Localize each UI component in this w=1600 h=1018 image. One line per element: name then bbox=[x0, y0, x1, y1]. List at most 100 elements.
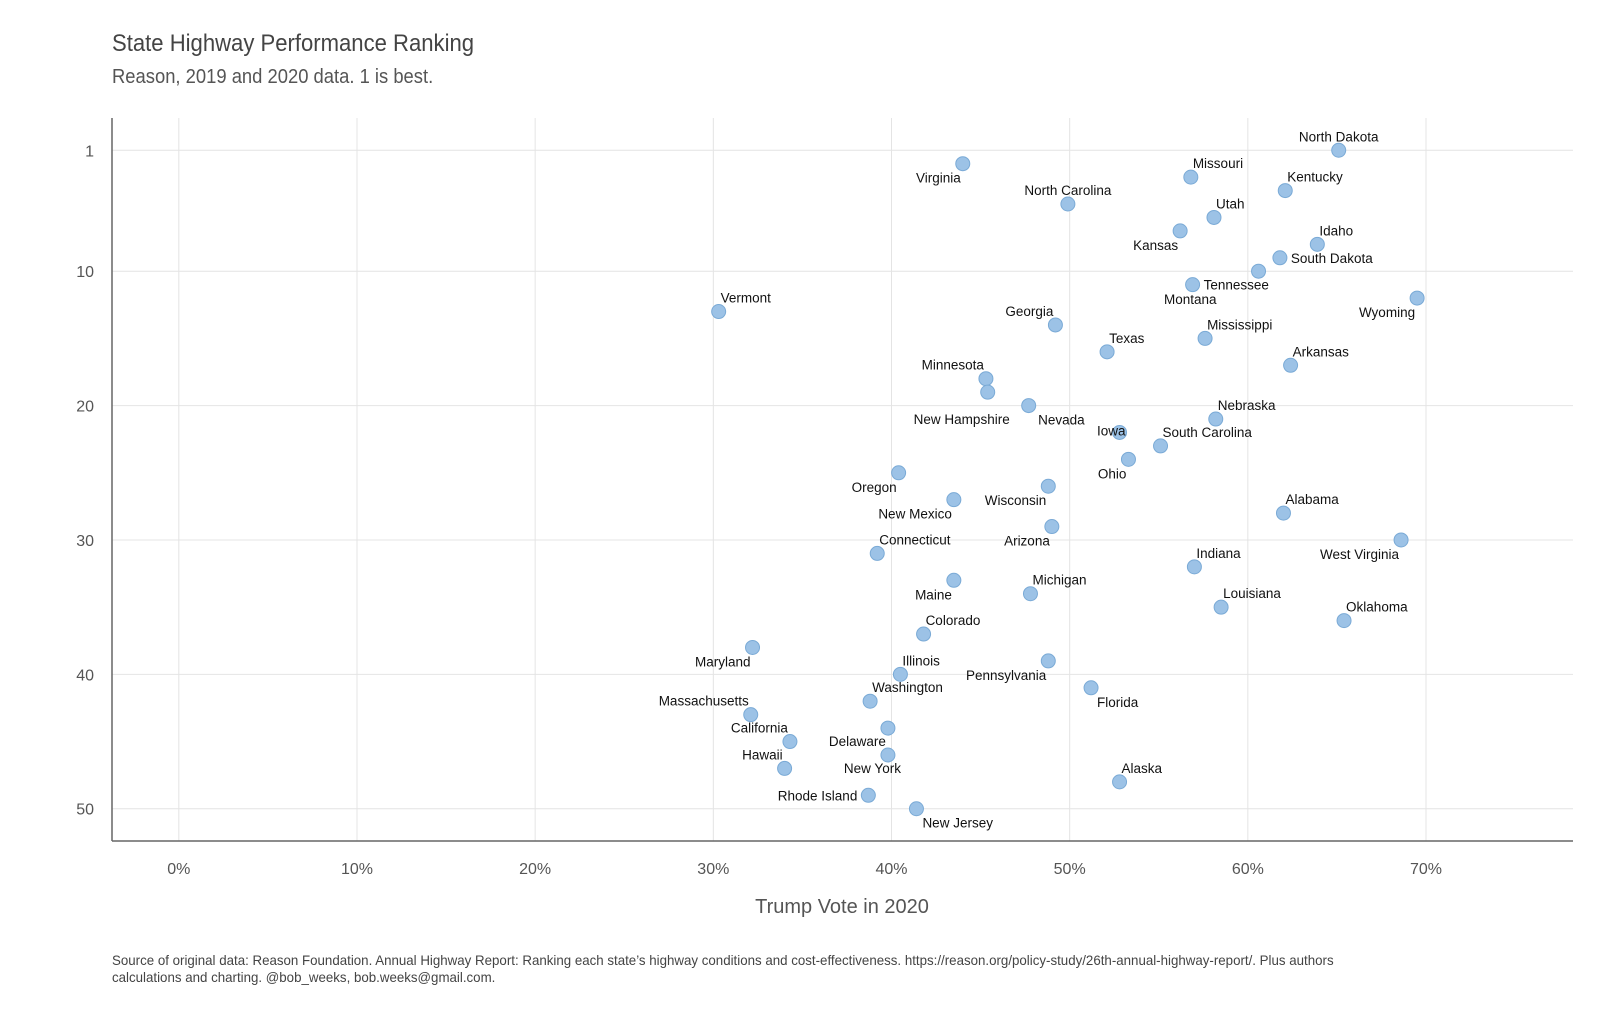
x-tick-label: 60% bbox=[1232, 861, 1264, 878]
x-tick-label: 70% bbox=[1410, 861, 1442, 878]
data-point bbox=[892, 666, 908, 682]
data-point bbox=[1251, 263, 1267, 279]
point-label: Minnesota bbox=[922, 358, 985, 373]
point-label: Illinois bbox=[902, 653, 940, 668]
point-label: New Hampshire bbox=[914, 412, 1010, 427]
point-label: North Carolina bbox=[1024, 183, 1112, 198]
data-point bbox=[1040, 478, 1056, 494]
x-tick-labels: 0% 10% 20% 30% 40% 50% 60% 70% bbox=[167, 861, 1442, 878]
y-tick-label: 50 bbox=[76, 802, 94, 819]
point-label: Oklahoma bbox=[1346, 600, 1408, 615]
point-label: Arizona bbox=[1004, 534, 1050, 549]
point-label: Idaho bbox=[1319, 223, 1353, 238]
point-label: Utah bbox=[1216, 196, 1245, 211]
point-label: Maryland bbox=[695, 654, 751, 669]
data-point bbox=[955, 156, 971, 172]
point-label: Louisiana bbox=[1223, 586, 1281, 601]
point-label: Wyoming bbox=[1359, 305, 1415, 320]
point-label: South Carolina bbox=[1163, 425, 1253, 440]
point-label: Montana bbox=[1164, 292, 1217, 307]
data-point bbox=[880, 747, 896, 763]
point-label: South Dakota bbox=[1291, 251, 1373, 266]
x-tick-label: 20% bbox=[519, 861, 551, 878]
point-label: North Dakota bbox=[1299, 129, 1379, 144]
point-label: Texas bbox=[1109, 331, 1145, 346]
data-point bbox=[1336, 613, 1352, 629]
point-labels: North Dakota Virginia Missouri Kentucky Nort… bbox=[659, 129, 1415, 830]
point-label: California bbox=[731, 721, 789, 736]
data-point bbox=[891, 465, 907, 481]
point-label: Virginia bbox=[916, 171, 961, 186]
data-point bbox=[1283, 357, 1299, 373]
point-label: Georgia bbox=[1005, 304, 1054, 319]
point-label: Mississippi bbox=[1207, 317, 1272, 332]
point-label: Kentucky bbox=[1287, 170, 1343, 185]
grid-lines bbox=[112, 118, 1573, 841]
point-label: Ohio bbox=[1098, 466, 1127, 481]
point-label: Massachusetts bbox=[659, 694, 749, 709]
data-point bbox=[1047, 317, 1063, 333]
point-label: Tennessee bbox=[1204, 278, 1269, 293]
x-axis-title: Trump Vote in 2020 bbox=[755, 896, 929, 918]
point-label: Colorado bbox=[926, 613, 981, 628]
point-label: Alaska bbox=[1122, 761, 1163, 776]
point-label: West Virginia bbox=[1320, 547, 1400, 562]
data-point bbox=[908, 801, 924, 817]
data-point bbox=[946, 492, 962, 508]
point-label: Hawaii bbox=[742, 747, 783, 762]
point-label: Maine bbox=[915, 587, 952, 602]
point-label: Nebraska bbox=[1218, 398, 1276, 413]
data-point bbox=[782, 734, 798, 750]
point-label: Indiana bbox=[1196, 546, 1241, 561]
data-point bbox=[946, 572, 962, 588]
y-tick-label: 10 bbox=[76, 264, 94, 281]
point-label: Oregon bbox=[852, 480, 897, 495]
point-label: Nevada bbox=[1038, 413, 1085, 428]
data-point bbox=[1040, 653, 1056, 669]
data-point bbox=[880, 720, 896, 736]
point-label: Delaware bbox=[829, 734, 886, 749]
point-label: Pennsylvania bbox=[966, 668, 1047, 683]
data-point bbox=[1331, 142, 1347, 158]
point-label: Michigan bbox=[1032, 573, 1086, 588]
data-point bbox=[1120, 451, 1136, 467]
data-point bbox=[1213, 599, 1229, 615]
data-point bbox=[1044, 519, 1060, 535]
point-label: New Jersey bbox=[922, 816, 993, 831]
y-tick-labels: 1 10 20 30 40 50 bbox=[76, 143, 94, 818]
y-tick-label: 1 bbox=[85, 143, 94, 160]
point-label: New York bbox=[844, 761, 901, 776]
point-label: Wisconsin bbox=[985, 493, 1047, 508]
x-tick-label: 40% bbox=[875, 861, 907, 878]
point-label: Rhode Island bbox=[778, 788, 858, 803]
data-point bbox=[1186, 559, 1202, 575]
data-point bbox=[1099, 344, 1115, 360]
data-point bbox=[1021, 398, 1037, 414]
data-point bbox=[980, 384, 996, 400]
point-label: Florida bbox=[1097, 695, 1139, 710]
x-tick-label: 10% bbox=[341, 861, 373, 878]
data-point bbox=[1083, 680, 1099, 696]
data-point bbox=[1275, 505, 1291, 521]
point-label: Washington bbox=[872, 680, 943, 695]
data-point bbox=[869, 545, 885, 561]
data-point bbox=[1206, 209, 1222, 225]
point-label: Arkansas bbox=[1293, 344, 1350, 359]
data-point bbox=[743, 707, 759, 723]
data-point bbox=[978, 371, 994, 387]
data-point bbox=[1277, 183, 1293, 199]
data-point bbox=[1112, 424, 1128, 440]
point-label: Alabama bbox=[1285, 492, 1339, 507]
point-label: New Mexico bbox=[878, 507, 952, 522]
data-point bbox=[1185, 277, 1201, 293]
x-tick-label: 50% bbox=[1054, 861, 1086, 878]
chart-title: State Highway Performance Ranking bbox=[112, 30, 475, 57]
data-point bbox=[1153, 438, 1169, 454]
data-point bbox=[1197, 330, 1213, 346]
data-point bbox=[1060, 196, 1076, 212]
y-tick-label: 30 bbox=[76, 533, 94, 550]
x-tick-label: 30% bbox=[697, 861, 729, 878]
data-point bbox=[745, 639, 761, 655]
data-point bbox=[711, 304, 727, 320]
y-tick-label: 40 bbox=[76, 667, 94, 684]
